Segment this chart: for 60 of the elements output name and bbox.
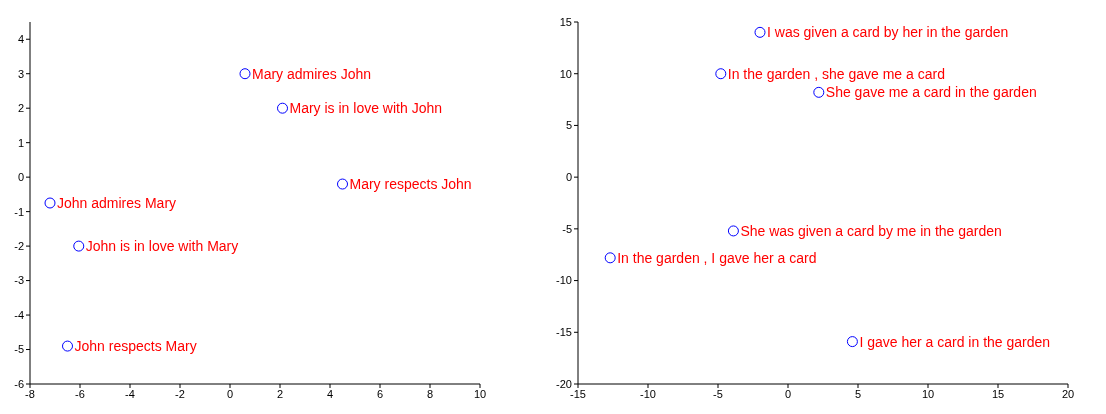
y-tick-label: 2 xyxy=(17,102,24,115)
annotation: In the garden , she gave me a card xyxy=(727,65,945,82)
annotation: John is in love with Mary xyxy=(85,238,239,255)
y-tick-label: 3 xyxy=(17,67,24,80)
annotation: John respects Mary xyxy=(74,338,197,355)
y-tick-label: -4 xyxy=(14,308,24,321)
point xyxy=(813,86,825,98)
annotation: I was given a card by her in the garden xyxy=(767,24,1009,41)
y-tick-label: -15 xyxy=(556,326,572,339)
x-tick-label: 15 xyxy=(991,387,1005,400)
y-tick-label: -5 xyxy=(14,343,24,356)
x-tick-label: 4 xyxy=(326,387,334,400)
y-tick-label: -10 xyxy=(556,274,572,287)
annotation: Mary respects John xyxy=(349,176,472,193)
y-tick-label: -6 xyxy=(14,377,24,390)
point xyxy=(337,178,348,190)
x-tick-label: 8 xyxy=(426,387,434,400)
y-tick-label: 5 xyxy=(565,119,572,132)
point xyxy=(239,68,251,80)
x-tick-label: 0 xyxy=(784,387,792,400)
y-tick-label: -3 xyxy=(14,274,24,287)
y-tick-label: 0 xyxy=(565,171,572,184)
x-tick-label: -2 xyxy=(175,387,185,400)
point xyxy=(73,240,85,252)
point xyxy=(727,225,739,237)
y-tick-label: -2 xyxy=(14,240,24,252)
x-tick-label: -4 xyxy=(125,387,135,400)
x-tick-label: 6 xyxy=(376,387,384,400)
x-tick-label: -5 xyxy=(713,387,723,400)
x-tick-label: 5 xyxy=(854,387,862,400)
point xyxy=(846,336,858,348)
x-tick-label: 10 xyxy=(921,387,935,400)
annotation: In the garden , I gave her a card xyxy=(617,249,817,266)
annotation: She gave me a card in the garden xyxy=(825,84,1037,101)
y-tick-label: 1 xyxy=(17,136,24,149)
x-tick-label: -8 xyxy=(25,387,35,400)
y-tick-label: 0 xyxy=(17,171,24,184)
annotation: Mary is in love with John xyxy=(289,100,443,117)
y-tick-label: 10 xyxy=(559,67,572,80)
x-tick-label: 0 xyxy=(226,387,234,400)
point xyxy=(62,340,73,352)
annotation: John admires Mary xyxy=(57,194,177,211)
y-tick-label: -1 xyxy=(14,205,24,218)
y-tick-label: 4 xyxy=(17,33,24,46)
annotation: She was given a card by me in the garden xyxy=(740,222,1002,239)
x-tick-label: 20 xyxy=(1061,387,1075,400)
annotation: I gave her a card in the garden xyxy=(859,333,1051,350)
point xyxy=(715,68,727,80)
y-tick-label: -20 xyxy=(556,377,572,390)
x-tick-label: -6 xyxy=(75,387,85,400)
point xyxy=(277,102,288,114)
point xyxy=(604,252,616,264)
x-tick-label: 2 xyxy=(276,387,284,400)
annotation: Mary admires John xyxy=(252,65,372,82)
point xyxy=(754,26,766,38)
point xyxy=(44,197,56,209)
y-tick-label: 15 xyxy=(559,15,572,28)
x-tick-label: 10 xyxy=(473,387,487,400)
y-tick-label: -5 xyxy=(562,222,572,235)
x-tick-label: -10 xyxy=(640,387,656,400)
